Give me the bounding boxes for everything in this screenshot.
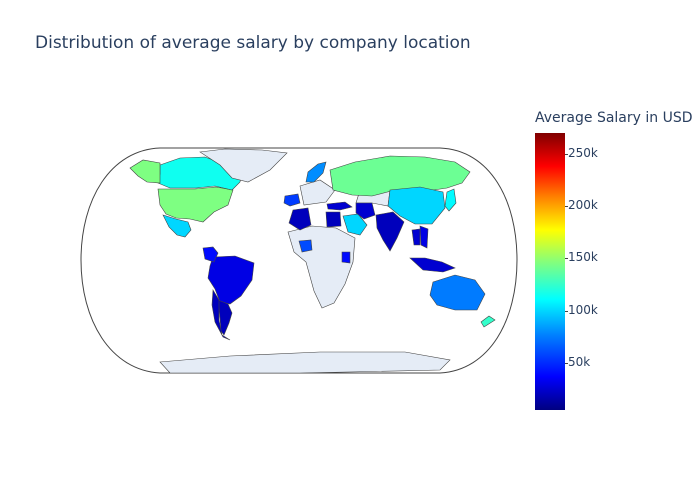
antarctica-landmass	[159, 351, 451, 373]
colorbar-title: Average Salary in USD	[535, 110, 693, 126]
country-kenya[interactable]	[341, 251, 351, 264]
colorbar-tick-label: 150k	[568, 250, 598, 265]
colorbar-tick-label: 50k	[568, 354, 591, 369]
colorbar-tick-mark	[565, 310, 568, 312]
country-japan[interactable]	[444, 188, 457, 212]
country-egypt[interactable]	[325, 211, 342, 228]
colorbar-tick-mark	[565, 362, 568, 364]
country-vietnam[interactable]	[419, 225, 429, 249]
country-brazil[interactable]	[207, 255, 255, 305]
colorbar-tick-mark	[565, 153, 568, 155]
colorbar	[535, 133, 565, 410]
country-thailand[interactable]	[411, 228, 421, 246]
colorbar-tick-label: 100k	[568, 302, 598, 317]
country-iran[interactable]	[355, 202, 376, 220]
country-nigeria[interactable]	[298, 239, 313, 253]
europe-landmass	[299, 179, 336, 206]
country-spain[interactable]	[283, 193, 301, 207]
country-greenland[interactable]	[199, 148, 288, 183]
country-mexico[interactable]	[162, 214, 192, 238]
country-indonesia[interactable]	[409, 257, 456, 273]
colorbar-tick-label: 200k	[568, 198, 598, 213]
country-russia[interactable]	[329, 155, 471, 197]
colorbar-tick-label: 250k	[568, 145, 598, 160]
chart-title: Distribution of average salary by compan…	[35, 33, 471, 53]
country-colombia[interactable]	[202, 246, 219, 263]
country-united-states[interactable]	[157, 186, 234, 223]
colorbar-tick-mark	[565, 258, 568, 260]
country-china[interactable]	[387, 186, 446, 225]
country-australia[interactable]	[429, 274, 486, 311]
country-algeria[interactable]	[288, 207, 312, 231]
country-india[interactable]	[375, 211, 405, 252]
country-argentina[interactable]	[217, 299, 233, 336]
country-alaska[interactable]	[129, 159, 161, 184]
country-chile[interactable]	[211, 289, 231, 341]
country-new-zealand[interactable]	[480, 315, 496, 328]
colorbar-tick-mark	[565, 206, 568, 208]
country-turkey[interactable]	[326, 201, 353, 211]
country-norway[interactable]	[305, 161, 327, 183]
country-saudi-arabia[interactable]	[342, 213, 368, 236]
